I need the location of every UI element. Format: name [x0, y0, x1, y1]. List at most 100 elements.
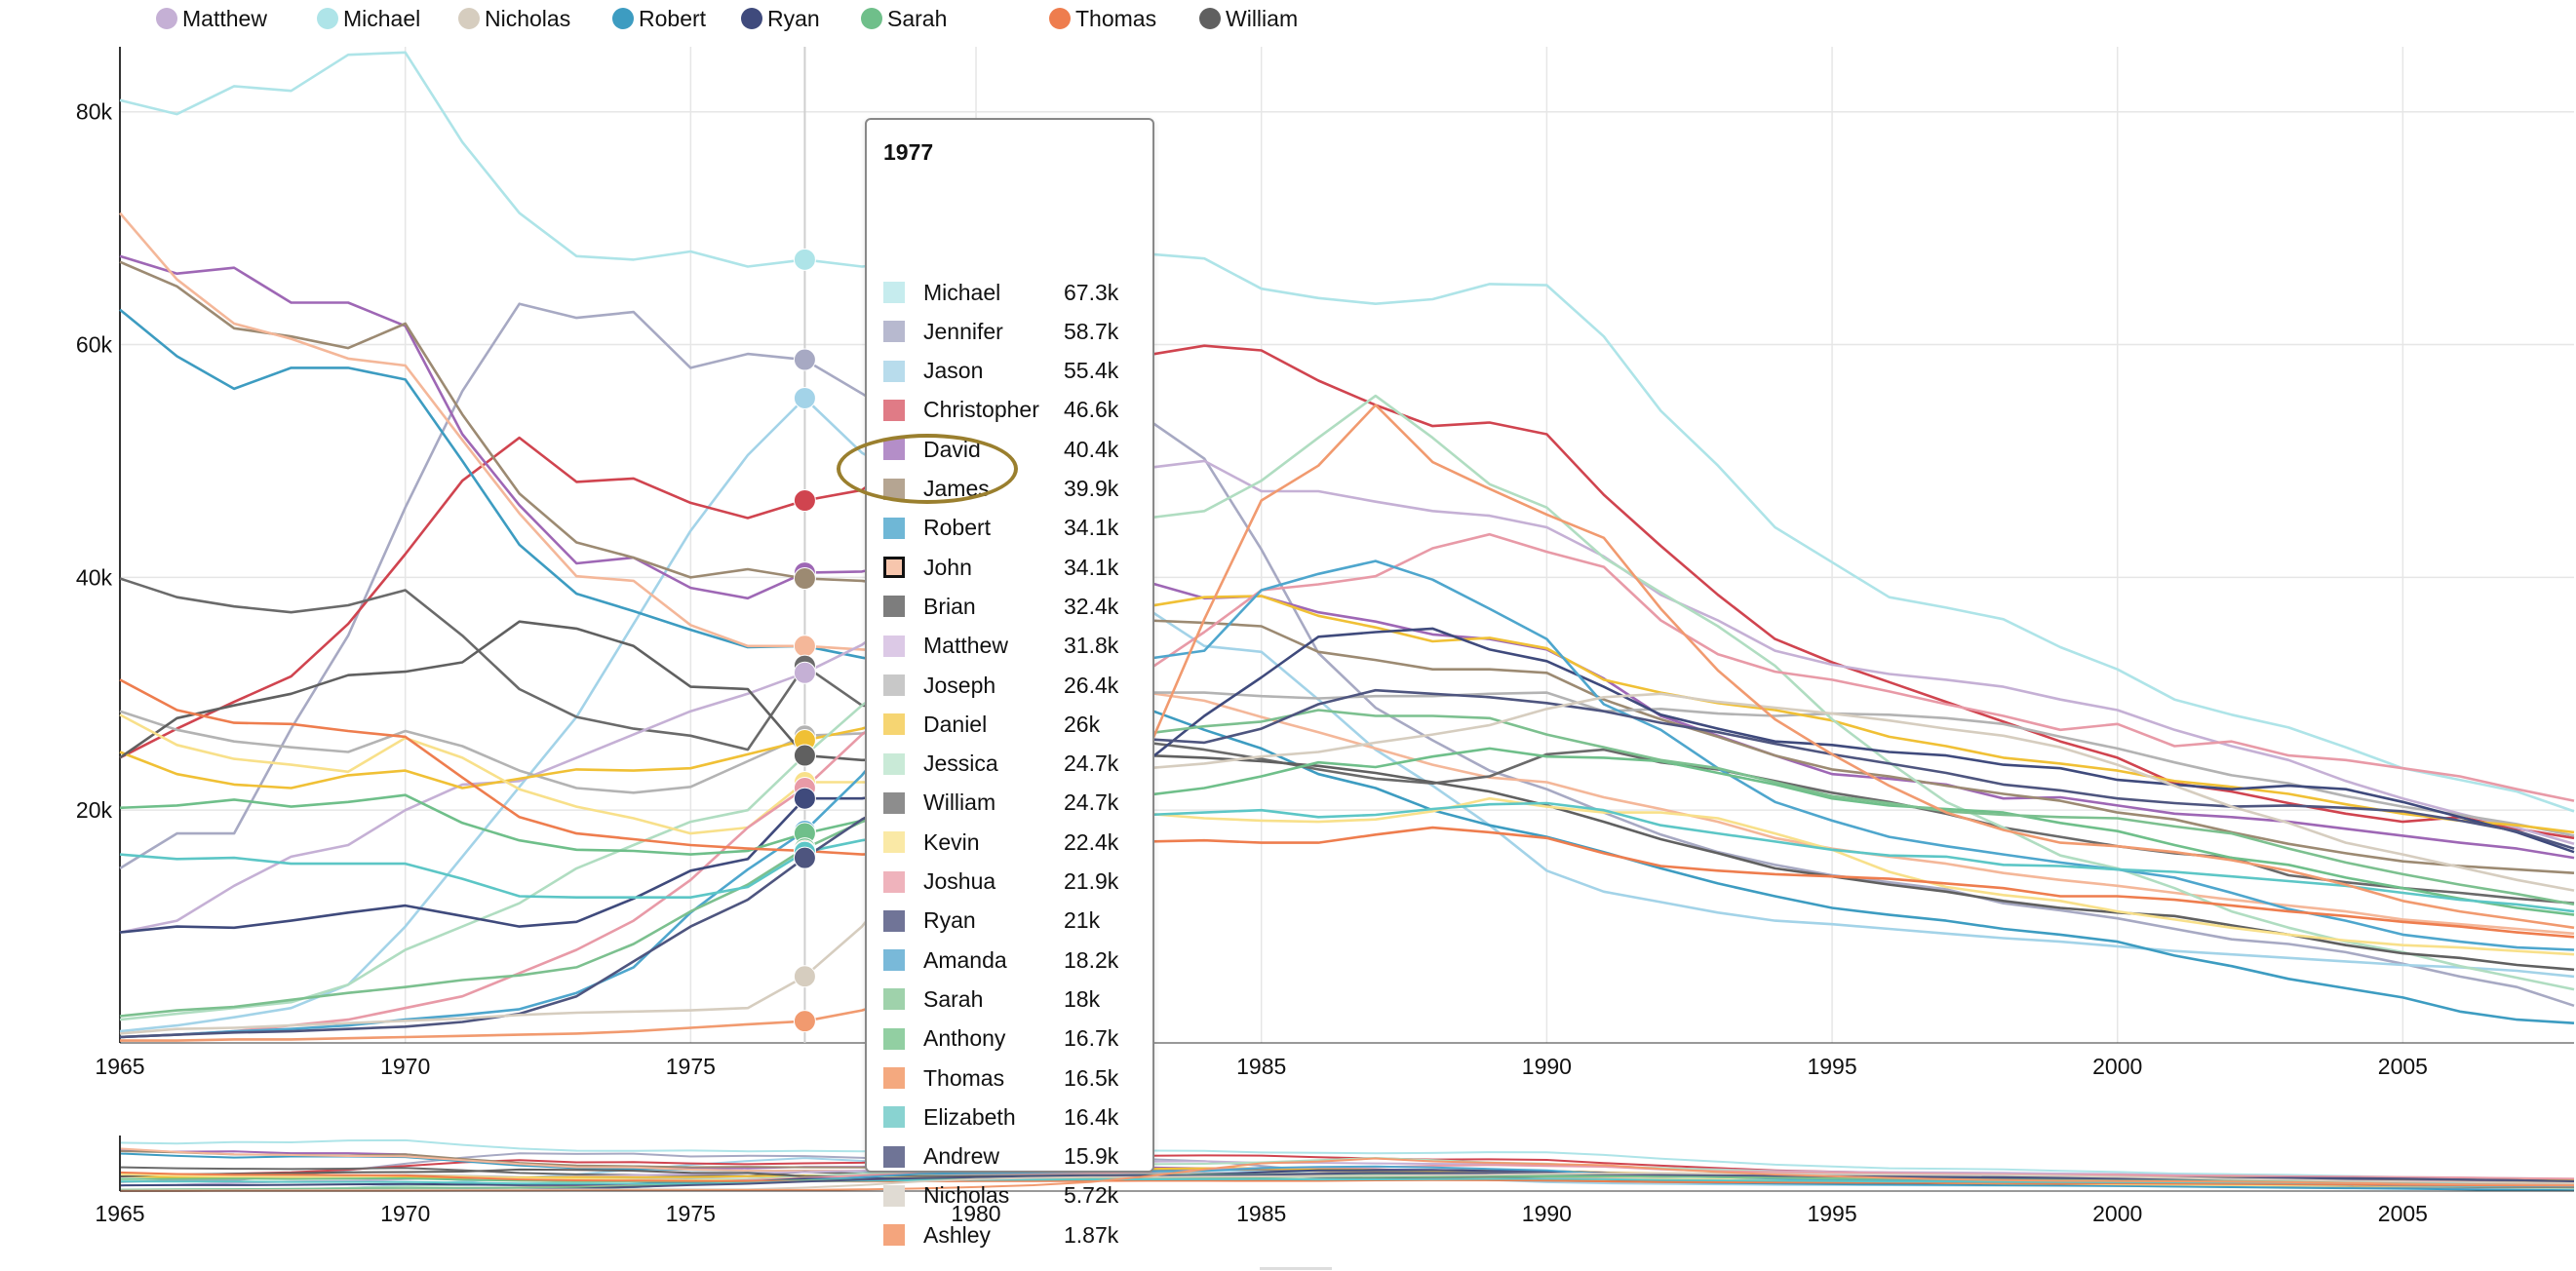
tooltip-row: Amanda 18.2k — [883, 941, 1147, 980]
tooltip-row: James 39.9k — [883, 470, 1147, 509]
tooltip-row: Jessica 24.7k — [883, 745, 1147, 784]
tooltip-swatch-icon — [883, 949, 905, 972]
series-line-amanda — [119, 559, 2575, 1039]
legend-item-michael[interactable]: Michael — [317, 2, 420, 35]
tooltip-swatch-icon — [883, 791, 905, 814]
tooltip-row: Ryan 21k — [883, 902, 1147, 941]
y-tick-label: 40k — [76, 564, 113, 590]
tooltip-year: 1977 — [883, 139, 934, 165]
overview-x-tick-label: 1980 — [951, 1201, 1000, 1226]
tooltip-series-name: John — [923, 554, 972, 580]
x-tick-label: 1975 — [666, 1054, 716, 1079]
x-tick-label: 1990 — [1522, 1054, 1572, 1079]
tooltip-row: Brian 32.4k — [883, 587, 1147, 626]
overview-x-tick-label: 1965 — [95, 1201, 144, 1226]
legend-item-nicholas[interactable]: Nicholas — [458, 2, 570, 35]
tooltip-swatch-icon — [883, 1106, 905, 1129]
y-tick-label: 80k — [76, 99, 113, 125]
legend-dot-icon — [156, 8, 177, 29]
hover-markers — [793, 248, 816, 1033]
tooltip-series-name: Jessica — [923, 751, 998, 777]
tooltip-series-name: Christopher — [923, 397, 1039, 423]
tooltip-series-value: 40.4k — [1064, 436, 1119, 462]
legend-dot-icon — [1049, 8, 1071, 29]
legend-dot-icon — [861, 8, 882, 29]
hover-point-nicholas — [793, 965, 816, 988]
tooltip-swatch-icon — [883, 478, 905, 500]
tooltip-series-value: 55.4k — [1064, 358, 1119, 384]
tooltip-swatch-icon — [883, 321, 905, 343]
tooltip-row: David 40.4k — [883, 430, 1147, 469]
tooltip-row: Joshua 21.9k — [883, 863, 1147, 902]
overview-x-tick-label: 1970 — [380, 1201, 430, 1226]
series-line-elizabeth — [119, 801, 2575, 913]
legend-label: Robert — [639, 5, 707, 31]
tooltip-swatch-icon — [883, 1224, 905, 1247]
tooltip-swatch-icon — [883, 752, 905, 775]
legend-label: Thomas — [1075, 5, 1157, 31]
legend-item-thomas[interactable]: Thomas — [1049, 2, 1156, 35]
x-tick-label: 1965 — [95, 1054, 144, 1079]
x-tick-label: 2005 — [2378, 1054, 2428, 1079]
legend-item-ryan[interactable]: Ryan — [741, 2, 820, 35]
series-line-james — [119, 260, 2575, 874]
tooltip-series-value: 18k — [1064, 985, 1101, 1012]
brush-handle[interactable] — [1260, 1267, 1332, 1270]
legend-label: Matthew — [182, 5, 267, 31]
legend-item-william[interactable]: William — [1199, 2, 1298, 35]
series-line-daniel — [119, 595, 2575, 834]
tooltip-swatch-icon — [883, 557, 905, 579]
tooltip-series-value: 24.7k — [1064, 751, 1119, 777]
tooltip-series-name: Anthony — [923, 1025, 1006, 1052]
tooltip-series-name: Joshua — [923, 868, 996, 894]
tooltip: 1977 Michael 67.3k Jennifer 58.7k Jason 55.4k… — [865, 118, 1154, 1248]
series-line-sarah — [119, 747, 2575, 916]
series-line-anthony — [119, 709, 2575, 1018]
tooltip-swatch-icon — [883, 1145, 905, 1168]
overview-x-tick-label: 2000 — [2092, 1201, 2142, 1226]
legend-item-robert[interactable]: Robert — [612, 2, 706, 35]
x-tick-label: 2000 — [2092, 1054, 2142, 1079]
tooltip-row: Matthew 31.8k — [883, 627, 1147, 666]
tooltip-swatch-icon — [883, 909, 905, 932]
tooltip-series-name: Sarah — [923, 985, 984, 1012]
tooltip-row: Ashley 1.87k — [883, 1215, 1147, 1254]
tooltip-series-name: James — [923, 476, 990, 501]
overview-line-michael — [119, 1138, 2575, 1180]
tooltip-row: Kevin 22.4k — [883, 823, 1147, 862]
tooltip-series-value: 16.5k — [1064, 1064, 1119, 1091]
tooltip-series-value: 58.7k — [1064, 318, 1119, 344]
tooltip-row: Jason 55.4k — [883, 352, 1147, 391]
overview-line-elizabeth — [119, 1177, 2575, 1186]
tooltip-row: Joseph 26.4k — [883, 666, 1147, 705]
tooltip-series-value: 1.87k — [1064, 1221, 1119, 1248]
tooltip-swatch-icon — [883, 713, 905, 736]
tooltip-series-name: Elizabeth — [923, 1103, 1016, 1130]
hover-point-ashley — [793, 1010, 816, 1033]
tooltip-series-name: Amanda — [923, 946, 1007, 973]
legend-dot-icon — [317, 8, 338, 29]
series-line-jason — [119, 397, 2575, 1033]
legend-dot-icon — [741, 8, 762, 29]
tooltip-series-name: Matthew — [923, 633, 1008, 659]
tooltip-swatch-icon — [883, 635, 905, 657]
hover-point-christopher — [793, 489, 816, 513]
overview-brush-chart[interactable]: 1965 1970 1975 1980 1985 1990 1995 2000 2005 — [95, 1136, 2575, 1226]
tooltip-row: William 24.7k — [883, 784, 1147, 823]
hover-point-william — [793, 744, 816, 767]
legend-item-matthew[interactable]: Matthew — [156, 2, 267, 35]
legend-label: Michael — [343, 5, 421, 31]
tooltip-row: John 34.1k — [883, 548, 1147, 587]
tooltip-series-name: Ashley — [923, 1221, 992, 1248]
tooltip-series-value: 5.72k — [1064, 1182, 1119, 1209]
tooltip-swatch-icon — [883, 439, 905, 461]
tooltip-series-name: Jennifer — [923, 318, 1003, 344]
overview-x-tick-label: 1985 — [1236, 1201, 1286, 1226]
legend-item-sarah[interactable]: Sarah — [861, 2, 947, 35]
overview-line-thomas — [119, 1171, 2575, 1187]
tooltip-series-value: 32.4k — [1064, 593, 1119, 619]
tooltip-swatch-icon — [883, 360, 905, 382]
tooltip-series-name: Ryan — [923, 907, 976, 934]
tooltip-series-value: 16.7k — [1064, 1025, 1119, 1052]
legend-dot-icon — [1199, 8, 1221, 29]
